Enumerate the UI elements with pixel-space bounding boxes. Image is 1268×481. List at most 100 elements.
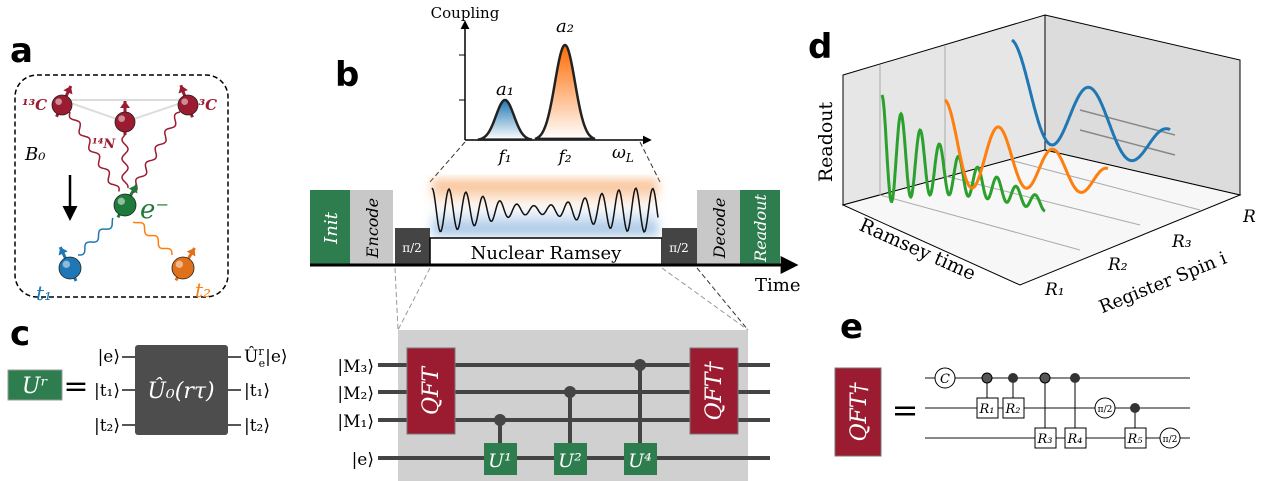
spin-ball [59,257,81,279]
electron-label: e⁻ [140,195,169,225]
x-tick-label: f₁ [496,147,511,167]
box-label: Readout [751,194,770,263]
ket: |t₂⟩ [94,416,120,436]
glow [432,180,658,235]
spin-ball [172,257,194,279]
ket: |e⟩ [98,347,120,367]
figure: a b c d e B₀ ¹³C ¹⁴N ¹³C e⁻ t₁ t₂ Coupli… [0,0,1268,481]
wire-label: |M₂⟩ [337,384,374,404]
coupling [133,222,172,255]
r-label: R₄ [1067,432,1083,447]
panel-label: e [840,307,863,347]
ket: |t₁⟩ [94,381,120,401]
wire-label: |M₃⟩ [337,357,374,377]
wire-label: |e⟩ [352,450,374,470]
spin [114,185,137,217]
u-label: U¹ [488,450,512,472]
r-label: R₂ [1005,402,1021,417]
peak [535,45,595,139]
spin [115,101,135,135]
coupling [122,135,128,188]
spin-label: t₁ [36,281,52,305]
spin-label: t₂ [195,278,211,302]
spin-label: ¹⁴N [92,137,116,152]
z-tick-label: R₁ [1044,280,1065,300]
panel-d: Readout Ramsey time Register Spin i R R₁… [815,15,1256,318]
x-axis-label: ωL [612,143,634,165]
box-label: Nuclear Ramsey [471,243,623,264]
u-label: U² [558,450,582,472]
panel-label: c [10,314,30,354]
panel-label: d [808,27,832,67]
phase-label: π/2 [1098,405,1113,415]
z-tick-label: R₃ [1171,232,1192,252]
spin-shine [118,115,125,122]
panel-label: a [10,31,33,71]
ket-part: Û [244,346,258,367]
spin-ball [114,194,136,216]
spin [178,85,198,117]
u-label: U⁴ [628,450,652,472]
control-dot [1130,403,1140,413]
control-dot [982,373,992,383]
spin-ball [178,95,198,115]
wire-label: |M₁⟩ [337,412,374,432]
control-dot [1040,373,1050,383]
r-label: R₁ [979,402,995,417]
ket: |t₂⟩ [244,416,270,436]
spin-head [120,101,130,108]
box-label: Decode [710,198,729,260]
ket-part: |e⟩ [265,347,287,367]
peak [478,100,532,140]
x-axis-label-base: ω [612,143,626,163]
box-label: π/2 [669,241,689,255]
peak-label: a₁ [496,79,514,100]
coupling [133,112,180,193]
z-tick-label: R₂ [1107,255,1128,275]
control-dot [634,359,646,371]
y-axis-label: Coupling [431,4,500,22]
spin-shine [181,98,188,105]
ket: Ûre|e⟩ [244,345,288,370]
x-axis-label-sub: L [625,151,634,165]
spin-shine [176,261,183,268]
qft-label: QFT† [847,382,872,442]
control-dot [1008,373,1018,383]
spin-ball [115,112,135,132]
qft-label: QFT† [702,361,727,421]
panel-label: b [335,55,359,95]
coupling [78,218,113,255]
gate-label: Û₀(rτ) [147,377,214,404]
qft-label: QFT [419,365,444,415]
equals: = [63,369,88,404]
spin-ball [52,95,72,115]
x-tick-label: f₂ [556,147,571,167]
y-axis-label: Readout [815,101,837,182]
spin [172,248,195,280]
control-dot [1070,373,1080,383]
equals: = [892,391,919,429]
zoom-line [398,268,430,330]
field-label: B₀ [24,144,45,165]
box-label: Encode [363,198,382,259]
spin-shine [55,98,62,105]
panel-a: B₀ ¹³C ¹⁴N ¹³C e⁻ t₁ t₂ [15,75,228,305]
c-gate-label: C [940,372,950,387]
axis-name: R [1242,207,1256,227]
spin-shine [118,198,125,205]
r-label: R₃ [1037,432,1053,447]
r-label: R₅ [1127,432,1144,447]
unitary-label: Uʳ [22,374,49,399]
zoom-line [395,268,398,330]
peak-label: a₂ [556,16,574,37]
spin [59,247,81,281]
zoom-line [430,142,465,182]
control-dot [564,386,576,398]
spin [52,86,72,117]
spin-label: ¹³C [22,96,47,114]
zoom-line [640,142,660,182]
spin-shine [63,261,70,268]
box-label: π/2 [402,241,422,255]
time-label: Time [755,275,800,296]
